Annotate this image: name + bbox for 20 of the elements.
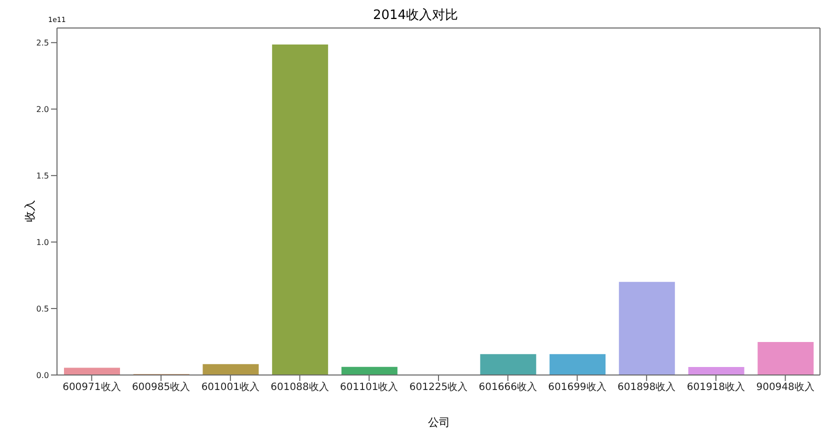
x-tick-label: 601101收入 — [340, 381, 398, 394]
x-tick-label: 601918收入 — [686, 381, 746, 394]
y-axis-title: 收入 — [22, 200, 38, 222]
chart-title: 2014收入对比 — [372, 8, 458, 23]
y-tick-label: 0.5 — [36, 304, 49, 314]
x-tick-label: 601898收入 — [617, 381, 676, 394]
x-tick-label: 600971收入 — [62, 381, 121, 394]
y-tick-label: 2.0 — [36, 104, 49, 114]
x-tick-label: 601666收入 — [478, 381, 537, 394]
x-tick-label: 600985收入 — [132, 381, 190, 394]
y-tick-label: 0.0 — [36, 370, 49, 380]
x-tick-label: 601699收入 — [548, 381, 606, 394]
y-tick-label: 1.0 — [36, 238, 49, 247]
x-axis-title: 公司 — [428, 415, 450, 430]
x-tick-label: 900948收入 — [756, 381, 814, 394]
x-tick-label: 601001收入 — [201, 381, 260, 394]
y-tick-label: 1.5 — [36, 171, 49, 180]
x-tick-label: 601225收入 — [409, 381, 468, 394]
x-tick-label: 601088收入 — [270, 381, 329, 394]
y-tick-label: 2.5 — [36, 38, 49, 48]
